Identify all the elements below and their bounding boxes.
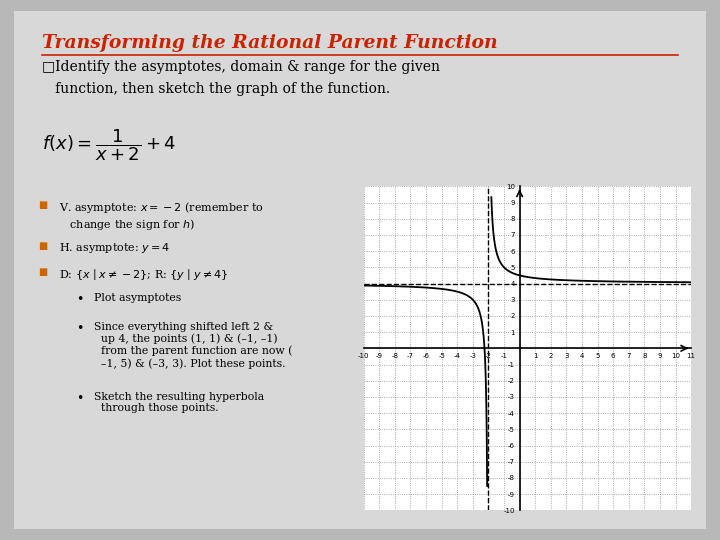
Text: function, then sketch the graph of the function.: function, then sketch the graph of the f…: [42, 82, 390, 96]
Text: $f(x) = \dfrac{1}{x+2}+4$: $f(x) = \dfrac{1}{x+2}+4$: [42, 127, 176, 163]
Text: ■: ■: [39, 200, 48, 210]
Text: Transforming the Rational Parent Function: Transforming the Rational Parent Functio…: [42, 34, 498, 52]
Text: D: $\{x \mid x \neq -2\}$; R: $\{y \mid y \neq 4\}$: D: $\{x \mid x \neq -2\}$; R: $\{y \mid …: [59, 267, 229, 282]
Text: Since everything shifted left 2 &
  up 4, the points (1, 1) & (–1, –1)
  from th: Since everything shifted left 2 & up 4, …: [94, 322, 292, 369]
FancyBboxPatch shape: [7, 5, 713, 535]
Text: •: •: [76, 392, 84, 405]
Text: Plot asymptotes: Plot asymptotes: [94, 293, 181, 303]
Text: V. asymptote: $x = -2$ (remember to
   change the sign for $h$): V. asymptote: $x = -2$ (remember to chan…: [59, 200, 264, 232]
Text: ■: ■: [39, 267, 48, 278]
Text: ■: ■: [39, 241, 48, 252]
Text: •: •: [76, 322, 84, 335]
Text: □Identify the asymptotes, domain & range for the given: □Identify the asymptotes, domain & range…: [42, 60, 440, 74]
Text: H. asymptote: $y = 4$: H. asymptote: $y = 4$: [59, 241, 171, 255]
Text: Sketch the resulting hyperbola
  through those points.: Sketch the resulting hyperbola through t…: [94, 392, 264, 414]
Text: •: •: [76, 293, 84, 306]
